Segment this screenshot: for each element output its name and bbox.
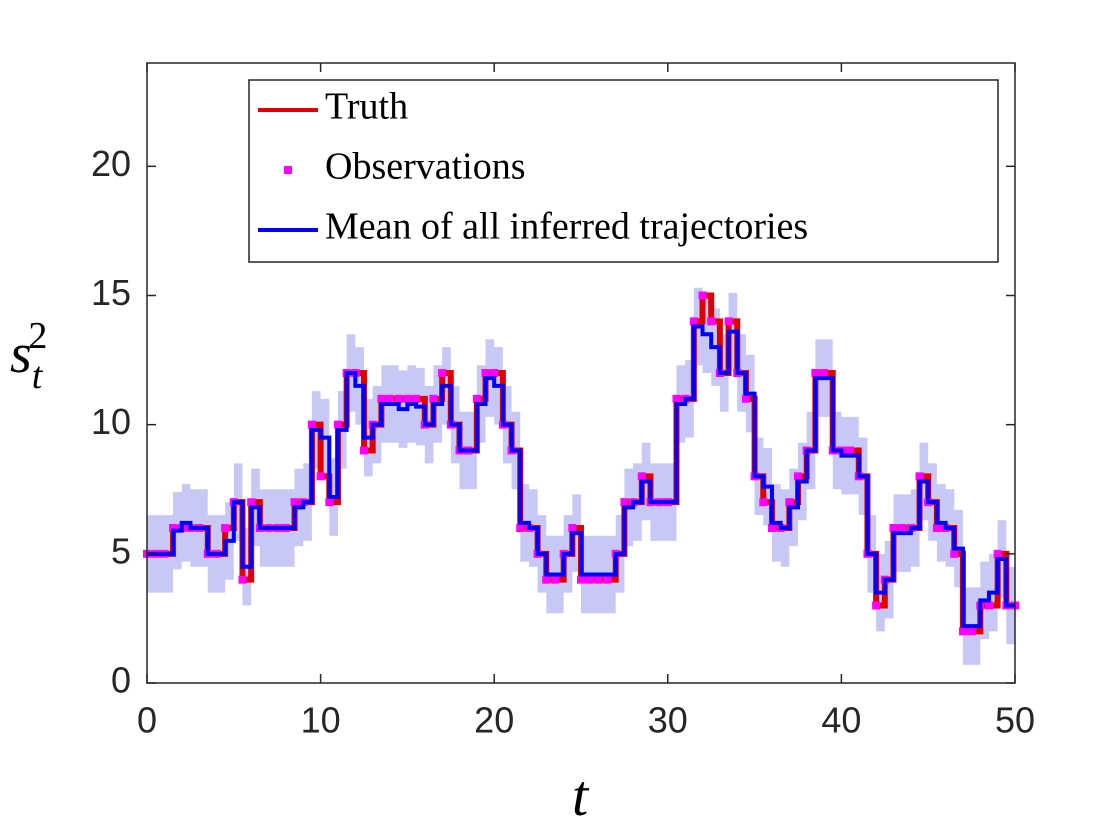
axes-frame — [146, 62, 1016, 684]
observation-marker — [846, 446, 855, 455]
observation-marker — [325, 498, 334, 507]
legend-label: Mean of all inferred trajectories — [325, 206, 808, 248]
observation-marker — [238, 575, 247, 584]
y-label-base: s — [10, 323, 32, 385]
observation-marker — [984, 601, 993, 610]
observation-marker — [820, 369, 829, 377]
y-label-sup: 2 — [28, 315, 47, 357]
legend-box — [248, 79, 999, 263]
observation-marker — [403, 394, 412, 403]
observation-marker — [429, 394, 438, 403]
x-tick-label: 40 — [821, 700, 861, 741]
observation-marker — [872, 601, 881, 610]
y-axis-label: st2 — [10, 315, 47, 397]
x-tick-label: 0 — [137, 700, 157, 741]
observation-marker — [316, 472, 325, 481]
observation-marker — [542, 575, 551, 584]
legend-label: Observations — [325, 146, 526, 188]
observation-marker — [290, 498, 299, 507]
observation-marker — [472, 394, 481, 403]
observation-marker — [221, 524, 230, 532]
observation-marker — [169, 524, 178, 532]
observation-marker — [577, 575, 585, 584]
observation-marker — [915, 472, 924, 481]
observation-marker — [689, 317, 698, 326]
observation-marker — [958, 627, 967, 636]
observation-marker — [785, 498, 794, 507]
observation-marker — [360, 446, 368, 455]
observation-marker — [932, 524, 941, 532]
observation-marker — [516, 524, 525, 532]
observation-marker — [568, 524, 577, 532]
observation-marker — [767, 524, 776, 532]
y-tick-label: 15 — [91, 272, 131, 313]
observation-marker — [585, 575, 594, 584]
observation-marker — [490, 369, 499, 377]
observation-marker — [333, 420, 342, 429]
observation-marker — [707, 317, 716, 326]
observation-marker — [386, 394, 395, 403]
series-line — [147, 324, 1015, 629]
observation-marker — [637, 472, 646, 481]
x-tick-label: 10 — [301, 700, 341, 741]
y-tick-label: 0 — [111, 660, 131, 701]
observation-marker — [394, 394, 403, 403]
y-tick-label: 10 — [91, 401, 131, 442]
observation-marker — [811, 369, 820, 377]
observation-marker — [993, 549, 1002, 558]
x-tick-label: 20 — [474, 700, 514, 741]
observation-marker — [550, 575, 559, 584]
observation-marker — [247, 498, 256, 507]
observation-marker — [672, 394, 681, 403]
legend-label: Truth — [325, 86, 408, 128]
observation-marker — [889, 524, 898, 532]
observation-marker — [377, 394, 386, 403]
y-tick-label: 20 — [91, 143, 131, 184]
x-tick-label: 30 — [648, 700, 688, 741]
observation-marker — [412, 394, 421, 403]
observation-marker — [967, 627, 976, 636]
observation-marker — [481, 369, 490, 377]
observation-marker — [794, 472, 802, 481]
y-label-sub: t — [32, 355, 44, 397]
x-axis-label: t — [572, 763, 590, 828]
observation-marker — [950, 549, 959, 558]
observation-marker — [741, 394, 750, 403]
x-tick-label: 50 — [995, 700, 1035, 741]
observation-marker — [307, 420, 316, 429]
observation-marker — [620, 498, 629, 507]
observation-marker — [724, 317, 733, 326]
observation-marker — [603, 575, 612, 584]
observation-marker — [594, 575, 603, 584]
observation-marker — [759, 498, 768, 507]
y-tick-label: 5 — [111, 530, 131, 571]
legend-swatch — [284, 166, 292, 174]
observation-marker — [898, 524, 907, 532]
observation-marker — [698, 291, 707, 300]
observation-marker — [438, 369, 447, 377]
